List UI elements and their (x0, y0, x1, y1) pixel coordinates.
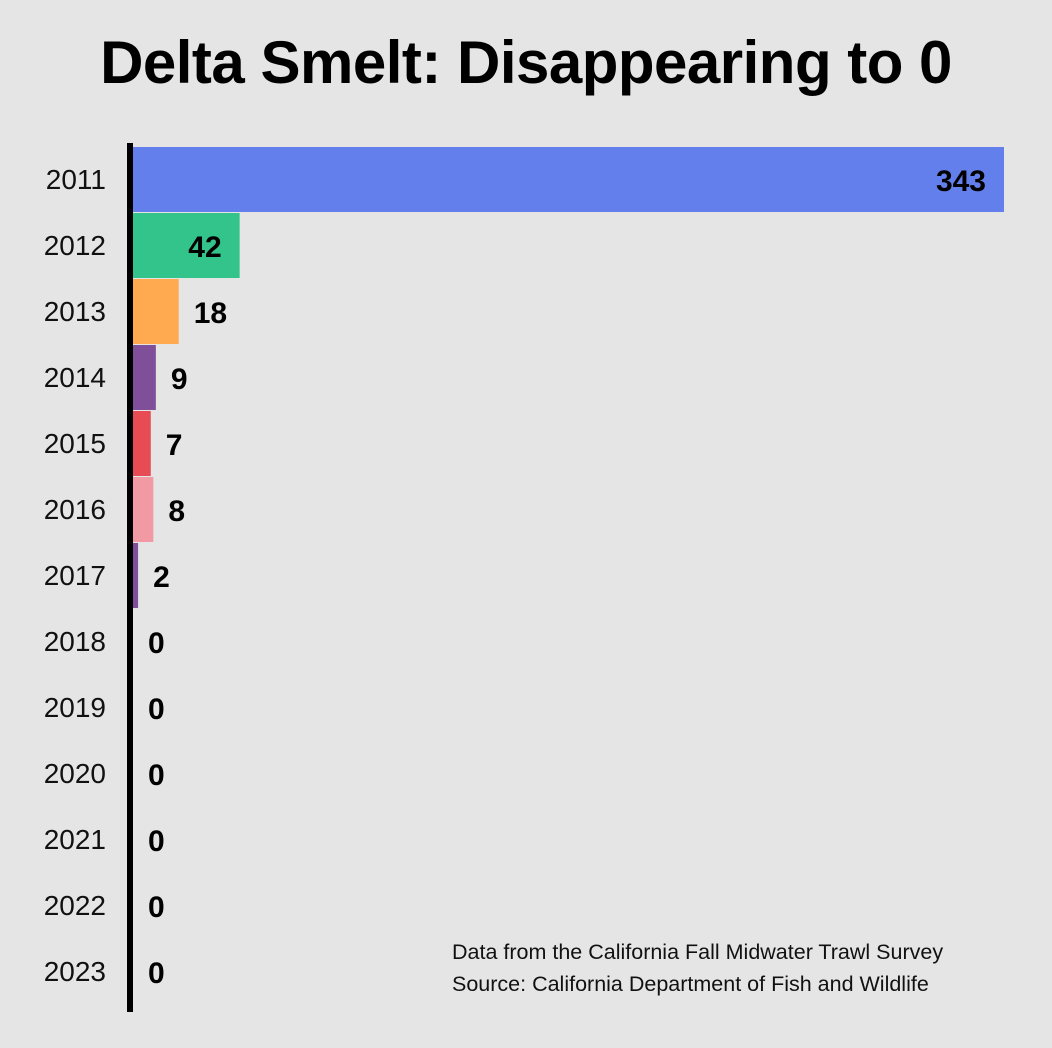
value-label-2012: 42 (188, 231, 221, 264)
value-label-2014: 9 (171, 363, 188, 396)
value-label-2016: 8 (168, 495, 185, 528)
year-label-2015: 2015 (44, 428, 106, 459)
year-label-2020: 2020 (44, 758, 106, 789)
value-label-2020: 0 (148, 759, 165, 792)
source-line-data: Data from the California Fall Midwater T… (452, 940, 944, 964)
bar-2017 (133, 543, 139, 608)
value-label-2011: 343 (936, 165, 986, 198)
year-label-2013: 2013 (44, 296, 106, 327)
value-label-2022: 0 (148, 891, 165, 924)
year-label-2018: 2018 (44, 626, 106, 657)
year-label-2011: 2011 (46, 164, 106, 195)
bar-2011 (133, 147, 1004, 212)
bar-2012 (133, 213, 240, 278)
year-label-2012: 2012 (44, 230, 106, 261)
bars-layer (133, 147, 1004, 608)
value-label-2019: 0 (148, 693, 165, 726)
bar-2013 (133, 279, 179, 344)
year-label-2019: 2019 (44, 692, 106, 723)
value-label-2023: 0 (148, 957, 165, 990)
bar-2015 (133, 411, 151, 476)
year-label-2016: 2016 (44, 494, 106, 525)
value-label-2015: 7 (166, 429, 183, 462)
bar-2016 (133, 477, 154, 542)
source-line-source: Source: California Department of Fish an… (452, 972, 929, 996)
source-note: Data from the California Fall Midwater T… (452, 936, 943, 1000)
value-label-2017: 2 (153, 561, 170, 594)
value-label-2018: 0 (148, 627, 165, 660)
labels-layer: 2011 343 2012 42 2013 18 2014 9 2015 7 2016 8 2017 2 2… (44, 164, 986, 990)
year-label-2023: 2023 (44, 956, 106, 987)
year-label-2022: 2022 (44, 890, 106, 921)
year-label-2021: 2021 (44, 824, 106, 855)
chart-title: Delta Smelt: Disappearing to 0 (100, 29, 952, 96)
year-label-2014: 2014 (44, 362, 106, 393)
value-label-2021: 0 (148, 825, 165, 858)
value-label-2013: 18 (194, 297, 227, 330)
year-label-2017: 2017 (44, 560, 106, 591)
bar-2014 (133, 345, 156, 410)
